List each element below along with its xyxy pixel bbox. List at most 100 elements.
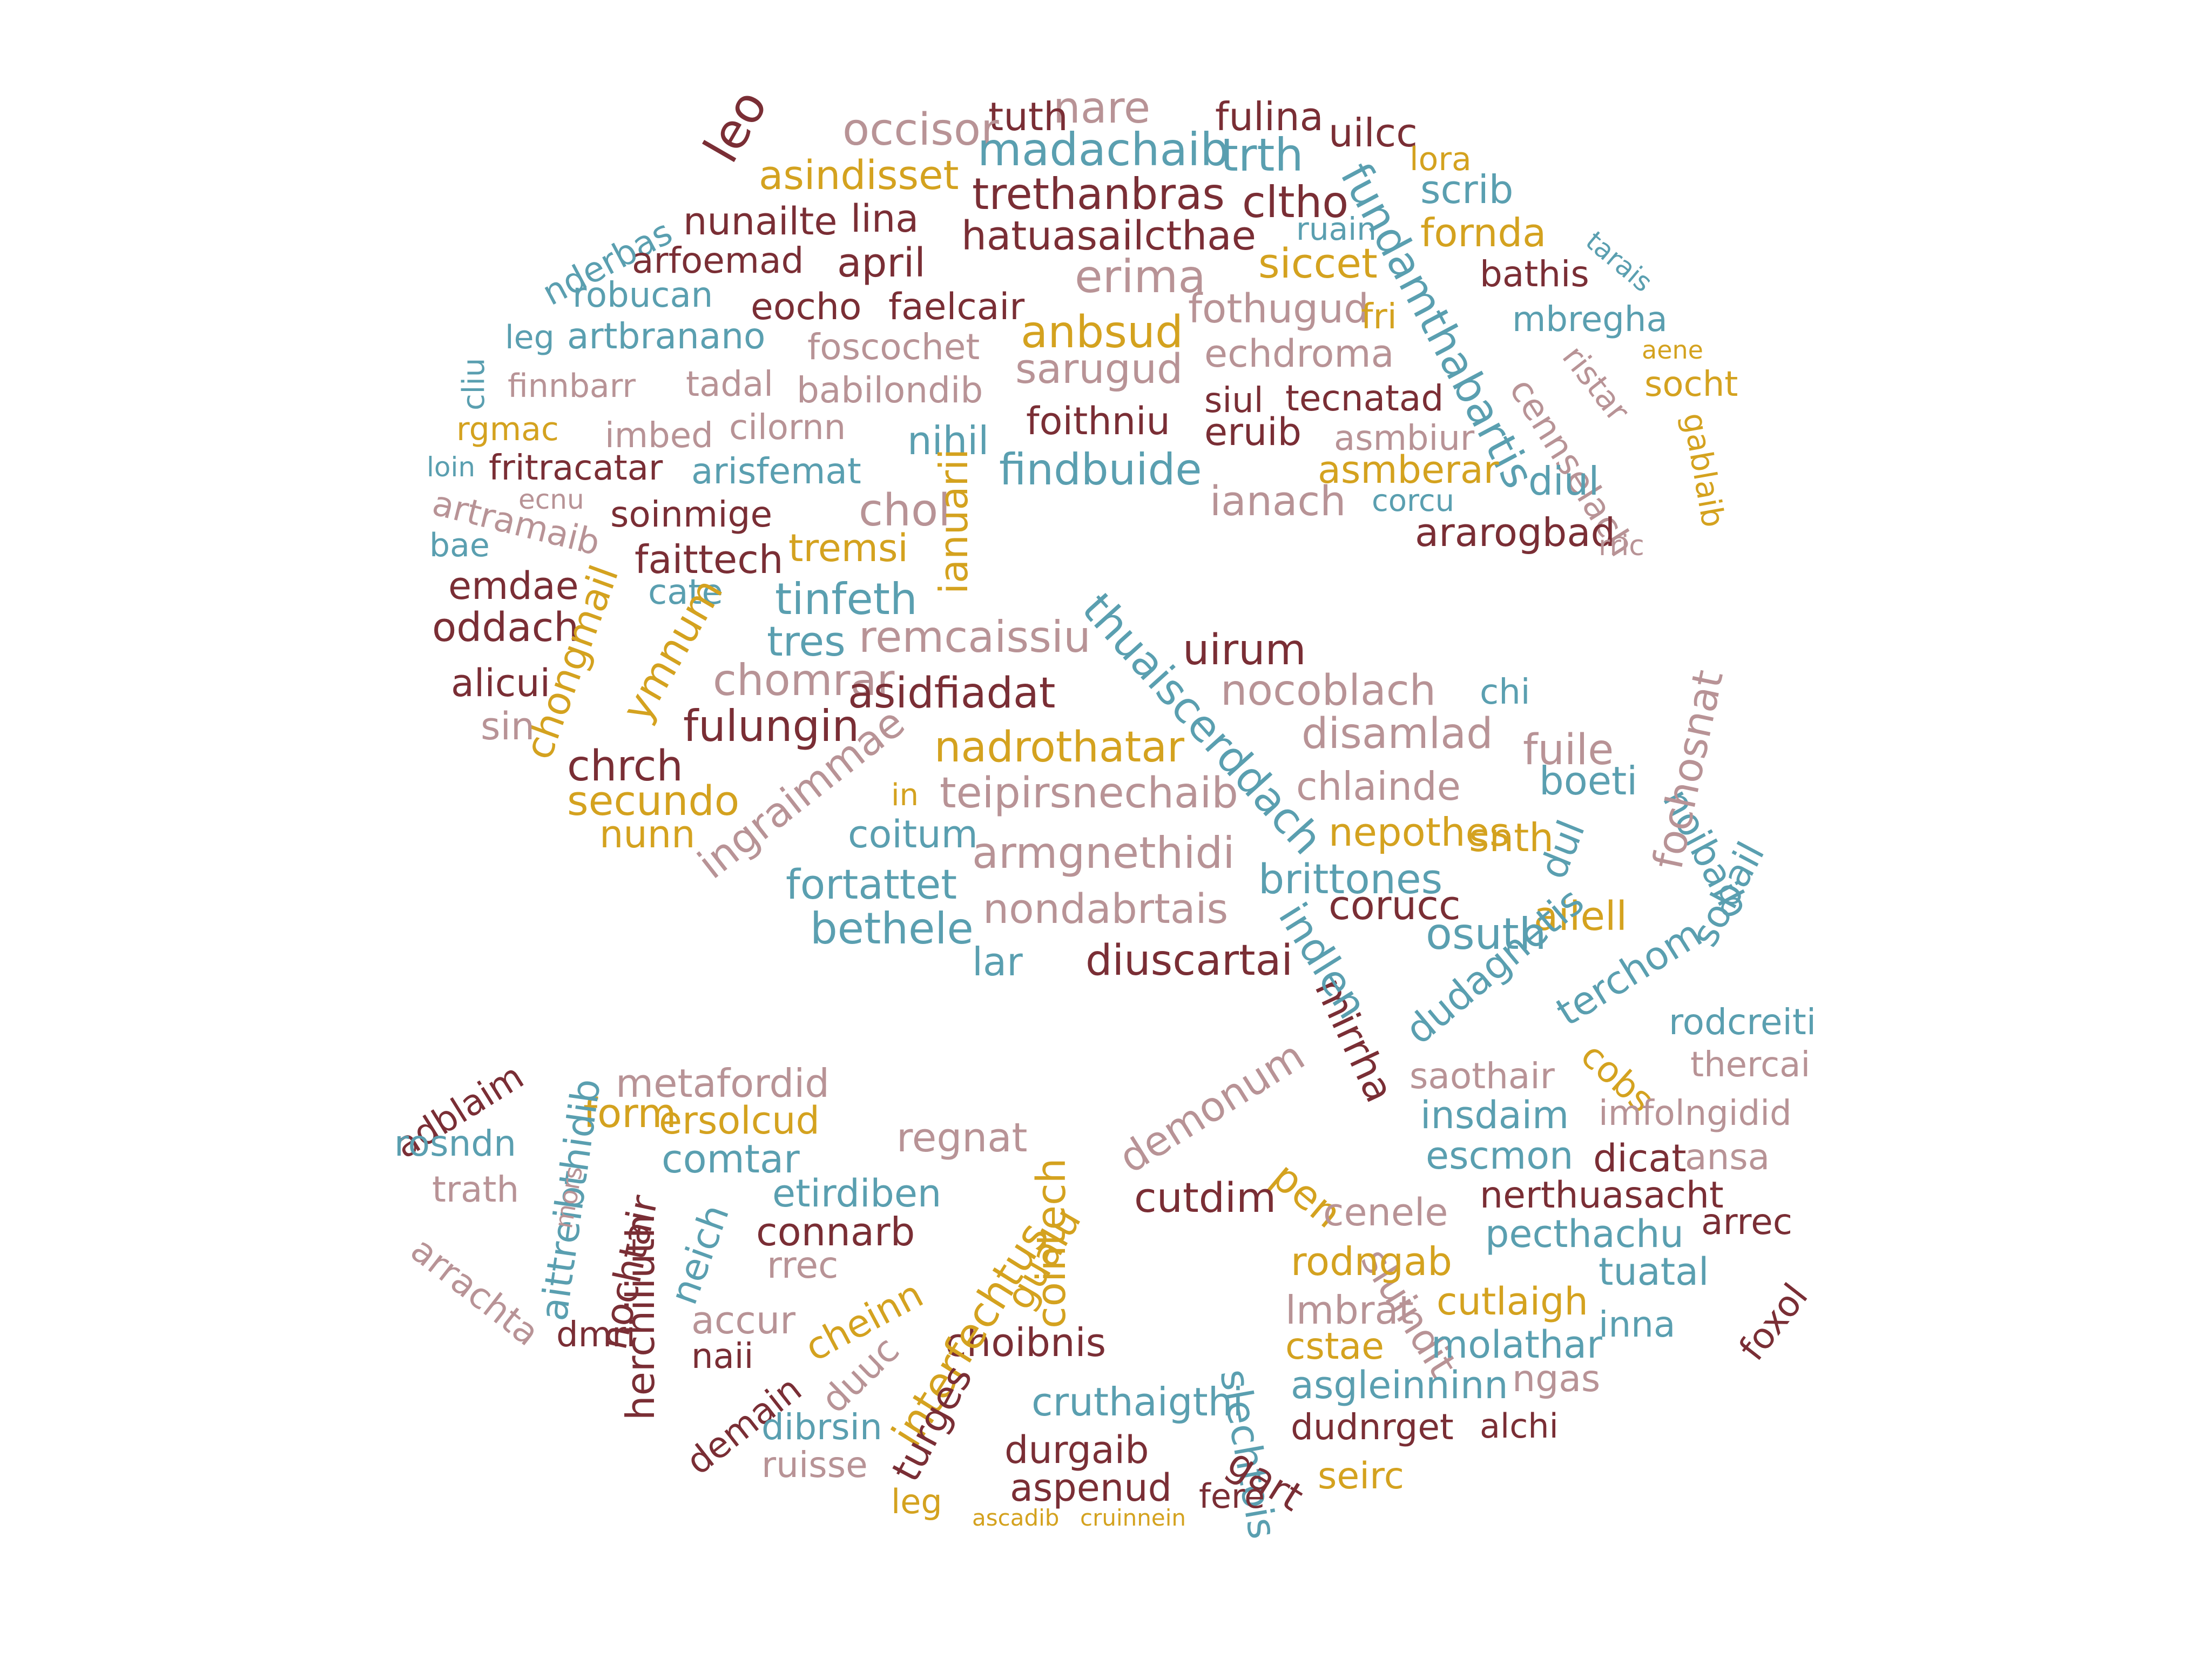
cloud-word: fuile (1523, 726, 1614, 774)
cloud-word: coitum (848, 812, 978, 857)
cloud-word: in (891, 778, 919, 813)
cloud-word: form (583, 1090, 677, 1137)
cloud-word: ailell (1534, 893, 1628, 940)
cloud-word: connarb (756, 1209, 915, 1255)
cloud-word: chi (1480, 672, 1530, 712)
cloud-word: ascadib (972, 1505, 1060, 1531)
cloud-word: foscochet (807, 326, 980, 368)
cloud-word: ruain (1296, 211, 1377, 247)
cloud-word: remcaissiu (859, 612, 1091, 662)
cloud-word: asgleinninn (1291, 1363, 1508, 1407)
cloud-word: cilornn (729, 408, 846, 448)
cloud-word: pecthachu (1485, 1212, 1684, 1256)
cloud-word: inna (1599, 1304, 1676, 1345)
cloud-word: emdae (448, 564, 579, 608)
cloud-word: ristar (1554, 338, 1637, 429)
cloud-word: nihil (907, 418, 989, 463)
cloud-word: cenele (1323, 1190, 1448, 1235)
cloud-word: nerthuasacht (1480, 1174, 1724, 1217)
cloud-word: tres (767, 617, 846, 665)
cloud-word: nondabrtais (983, 885, 1229, 933)
cloud-word: etirdiben (772, 1171, 942, 1216)
cloud-word: tadal (686, 365, 773, 404)
cloud-word: artbranano (567, 315, 766, 357)
cloud-word: nocoblach (1220, 666, 1437, 715)
cloud-word: fulina (1215, 94, 1324, 139)
cloud-word: brittones (1258, 855, 1443, 903)
cloud-word: anbsud (1021, 307, 1184, 358)
cloud-word: diuscartai (1085, 936, 1293, 985)
cloud-word: rodngab (1291, 1239, 1452, 1284)
cloud-word: tinfeth (775, 574, 918, 624)
cloud-word: uilcc (1328, 110, 1418, 156)
cloud-word: rodcreiti (1669, 1001, 1817, 1043)
cloud-word: escmon (1426, 1134, 1574, 1178)
cloud-word: tremsi (788, 526, 908, 570)
cloud-word: ruisse (761, 1444, 868, 1486)
cloud-word: echdroma (1204, 332, 1394, 376)
cloud-word: fulungin (683, 701, 860, 751)
cloud-word: loin (427, 451, 476, 483)
cloud-word: corcu (1372, 483, 1455, 518)
cloud-word: cruinnein (1080, 1505, 1186, 1531)
cloud-word: saothair (1410, 1055, 1555, 1097)
cloud-word: fornda (1420, 210, 1547, 255)
cloud-word: uirum (1183, 626, 1306, 675)
cloud-word: tarais (1580, 225, 1658, 299)
cloud-word: lar (972, 939, 1023, 984)
cloud-word: cutdim (1134, 1174, 1277, 1222)
cloud-word: durgaib (1004, 1428, 1149, 1472)
cloud-word: chlainde (1296, 764, 1461, 809)
cloud-word: nunailte (683, 199, 838, 244)
cloud-word: asidfiadat (848, 669, 1056, 718)
cloud-word: arrec (1701, 1201, 1792, 1243)
cloud-word: gablaib (1675, 410, 1732, 530)
cloud-word: teipirsnechaib (940, 769, 1238, 818)
cloud-word: ngas (1512, 1358, 1601, 1400)
cloud-word: rgmac (456, 410, 559, 448)
cloud-word: madachaib (977, 123, 1229, 176)
cloud-word: asmbiur (1334, 419, 1475, 458)
cloud-word: demonum (1110, 1031, 1313, 1183)
cloud-word: ararogbad (1415, 510, 1616, 555)
cloud-word: finnbarr (508, 367, 636, 405)
cloud-word: cate (648, 572, 723, 612)
cloud-word: aspenud (1010, 1466, 1172, 1510)
cloud-word: disamlad (1301, 710, 1493, 758)
cloud-word: faittech (635, 537, 784, 582)
cloud-word: dudnrget (1291, 1406, 1454, 1448)
cloud-word: eocho (751, 286, 862, 328)
cloud-word: rric (1599, 530, 1644, 562)
cloud-word: siul (1204, 381, 1264, 421)
cloud-word: snth (1469, 815, 1554, 860)
cloud-word: lina (851, 197, 919, 241)
cloud-word: ersolcud (659, 1098, 820, 1143)
cloud-word: tecnatad (1285, 377, 1444, 419)
cloud-word: bathis (1480, 253, 1589, 295)
cloud-word: robucan (572, 275, 713, 315)
cloud-word: erima (1075, 250, 1206, 303)
cloud-word: cruthaigthi (1031, 1379, 1244, 1425)
cloud-word: lmbrat (1285, 1287, 1414, 1333)
cloud-word: nadrothatar (934, 723, 1185, 772)
cloud-word: mbregha (1512, 300, 1668, 340)
cloud-word: scrib (1420, 167, 1514, 212)
cloud-word: comtar (662, 1136, 800, 1182)
cloud-word: faelcair (888, 286, 1025, 328)
cloud-word: hatuasailcthae (961, 213, 1257, 259)
cloud-word: arfoemad (632, 240, 804, 281)
cloud-word: arisfemat (691, 450, 861, 492)
cloud-word: asindisset (759, 152, 959, 199)
cloud-word: asmberar (1318, 448, 1499, 492)
cloud-word: ianuarii (931, 448, 976, 594)
cloud-word: thercai (1690, 1045, 1811, 1085)
cloud-word: insdaim (1420, 1093, 1569, 1137)
cloud-word: cltho (1242, 177, 1349, 227)
cloud-word: arrachta (403, 1229, 548, 1354)
cloud-word: foithniu (1026, 399, 1170, 443)
cloud-word: secundo (567, 777, 740, 825)
cloud-word: neich (661, 1198, 738, 1310)
cloud-word: cstae (1285, 1325, 1384, 1368)
cloud-word: cutlaigh (1437, 1279, 1588, 1324)
cloud-word: nunn (599, 812, 696, 857)
